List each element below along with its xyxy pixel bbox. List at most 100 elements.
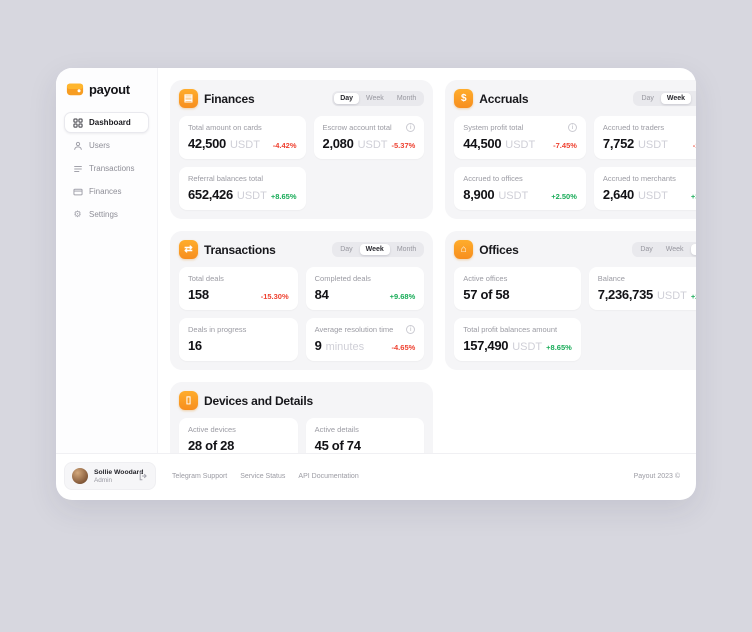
stat-value: 16 — [188, 338, 202, 353]
user-name: Sollie Woodard — [94, 468, 144, 476]
stat-label: Accrued to traders — [602, 123, 665, 132]
stat-tiles: Total amount on cards 42,500 USDT -4.42%… — [179, 116, 425, 210]
stat-change: -4.65% — [391, 343, 416, 352]
stat-tile: Active devices 28 of 28 — [179, 418, 298, 453]
stat-value: 157,490 — [463, 338, 509, 353]
sidebar-item-users[interactable]: Users — [64, 135, 149, 156]
sidebar-item-label: Users — [89, 141, 110, 150]
period-week-button[interactable]: Week — [360, 93, 390, 104]
period-month-button[interactable]: Month — [690, 244, 696, 255]
stat-value: 45 of 74 — [314, 438, 361, 453]
sidebar-item-finances[interactable]: Finances — [64, 181, 149, 202]
gear-icon: ⚙ — [73, 209, 82, 219]
stat-value: 652,426 — [188, 187, 233, 202]
stat-tile: Referral balances total 652,426 USDT +8.… — [179, 167, 306, 210]
stat-tile: Deals in progress 16 — [179, 318, 298, 361]
stat-change: +3.87% — [690, 192, 696, 201]
period-week-button[interactable]: Week — [660, 93, 692, 104]
section-title: Finances — [204, 91, 255, 106]
finances-card: ▤ Finances Day Week Month Total amount o… — [170, 80, 434, 219]
stat-label: Deals in progress — [188, 325, 247, 334]
sidebar-item-label: Dashboard — [89, 118, 131, 127]
sidebar-item-settings[interactable]: ⚙ Settings — [64, 204, 149, 225]
accruals-card: $ Accruals Day Week Month System profit … — [445, 80, 696, 219]
section-title: Devices and Details — [204, 393, 313, 408]
stat-change: -4.42% — [272, 141, 297, 150]
stat-value: 2,080 — [322, 136, 354, 151]
period-day-button[interactable]: Day — [334, 93, 360, 104]
stat-value: 57 of 58 — [463, 287, 510, 302]
stat-label: Completed deals — [314, 274, 371, 283]
period-day-button[interactable]: Day — [334, 244, 358, 255]
stat-label: System profit total — [463, 123, 524, 132]
offices-card: ⌂ Offices Day Week Month Active offices — [445, 231, 696, 370]
stat-change: +8.65% — [546, 343, 572, 352]
sidebar-item-label: Settings — [89, 210, 118, 219]
section-title: Transactions — [204, 242, 276, 257]
stat-label: Referral balances total — [188, 174, 264, 183]
sidebar-item-dashboard[interactable]: Dashboard — [64, 112, 149, 133]
main-content: ▤ Finances Day Week Month Total amount o… — [158, 68, 696, 453]
period-week-button[interactable]: Week — [359, 244, 390, 255]
stat-unit: USDT — [637, 139, 668, 151]
stat-change: -7.45% — [553, 141, 577, 150]
stat-change: -15.30% — [260, 292, 289, 301]
info-icon[interactable]: i — [406, 325, 416, 334]
stat-unit: USDT — [498, 190, 529, 202]
logo-text: payout — [89, 81, 130, 97]
list-icon — [72, 163, 83, 174]
transactions-section-icon: ⇄ — [179, 240, 198, 259]
transactions-card: ⇄ Transactions Day Week Month Total deal… — [170, 231, 434, 370]
period-day-button[interactable]: Day — [634, 244, 658, 255]
user-card[interactable]: Sollie Woodard Admin — [64, 462, 156, 490]
stat-unit: USDT — [637, 190, 668, 202]
stat-tiles: Active offices 57 of 58 Balance 7,236,73… — [454, 267, 696, 361]
stat-tile: Total amount on cards 42,500 USDT -4.42% — [179, 116, 306, 159]
telegram-support-link[interactable]: Telegram Support — [172, 472, 228, 480]
logout-icon[interactable] — [138, 471, 148, 481]
stat-label: Total amount on cards — [188, 123, 262, 132]
period-day-button[interactable]: Day — [635, 93, 659, 104]
section-title: Accruals — [479, 91, 529, 106]
period-month-button[interactable]: Month — [692, 93, 696, 104]
api-documentation-link[interactable]: API Documentation — [298, 472, 359, 480]
stat-change: -1.65% — [692, 141, 696, 150]
info-icon[interactable]: i — [406, 123, 416, 132]
empty-grid-cell — [445, 382, 696, 453]
accruals-header: $ Accruals Day Week Month — [454, 89, 696, 108]
stat-tile: Total deals 158 -15.30% — [179, 267, 298, 310]
stat-label: Total deals — [188, 274, 224, 283]
stat-value: 7,236,735 — [597, 287, 653, 302]
period-month-button[interactable]: Month — [391, 244, 422, 255]
stat-label: Active devices — [188, 425, 236, 434]
transactions-header: ⇄ Transactions Day Week Month — [179, 240, 425, 259]
period-week-button[interactable]: Week — [660, 244, 690, 255]
sidebar-nav: Dashboard Users Tr — [64, 112, 149, 225]
stat-unit: USDT — [656, 290, 687, 302]
stat-tile: Completed deals 84 +9.68% — [305, 267, 425, 310]
stat-tile: Accrued to offices 8,900 USDT +2.50% — [454, 167, 586, 210]
stat-tile: Balance 7,236,735 USDT +2.37% — [588, 267, 696, 310]
period-toggle: Day Week Month — [633, 91, 696, 106]
stat-unit: minutes — [325, 341, 365, 353]
stat-unit: USDT — [236, 190, 267, 202]
sidebar: payout Dashboard — [56, 68, 158, 453]
info-icon[interactable]: i — [567, 123, 577, 132]
stat-tiles: System profit total i 44,500 USDT -7.45%… — [454, 116, 696, 210]
period-month-button[interactable]: Month — [391, 93, 422, 104]
stat-value: 28 of 28 — [188, 438, 235, 453]
copyright: Payout 2023 © — [633, 472, 680, 480]
stat-value: 9 — [314, 338, 322, 353]
service-status-link[interactable]: Service Status — [240, 472, 286, 480]
logo: payout — [64, 80, 149, 98]
sidebar-item-transactions[interactable]: Transactions — [64, 158, 149, 179]
user-icon — [72, 140, 83, 151]
stat-unit: USDT — [512, 341, 543, 353]
stat-tile: System profit total i 44,500 USDT -7.45% — [454, 116, 586, 159]
devices-card: ▯ Devices and Details Active devices 28 … — [170, 382, 434, 453]
stat-tiles: Active devices 28 of 28 Active details 4… — [179, 418, 425, 453]
period-toggle: Day Week Month — [332, 242, 425, 257]
stat-change: -5.37% — [391, 141, 416, 150]
section-title: Offices — [479, 242, 519, 257]
app-window: payout Dashboard — [56, 68, 696, 500]
